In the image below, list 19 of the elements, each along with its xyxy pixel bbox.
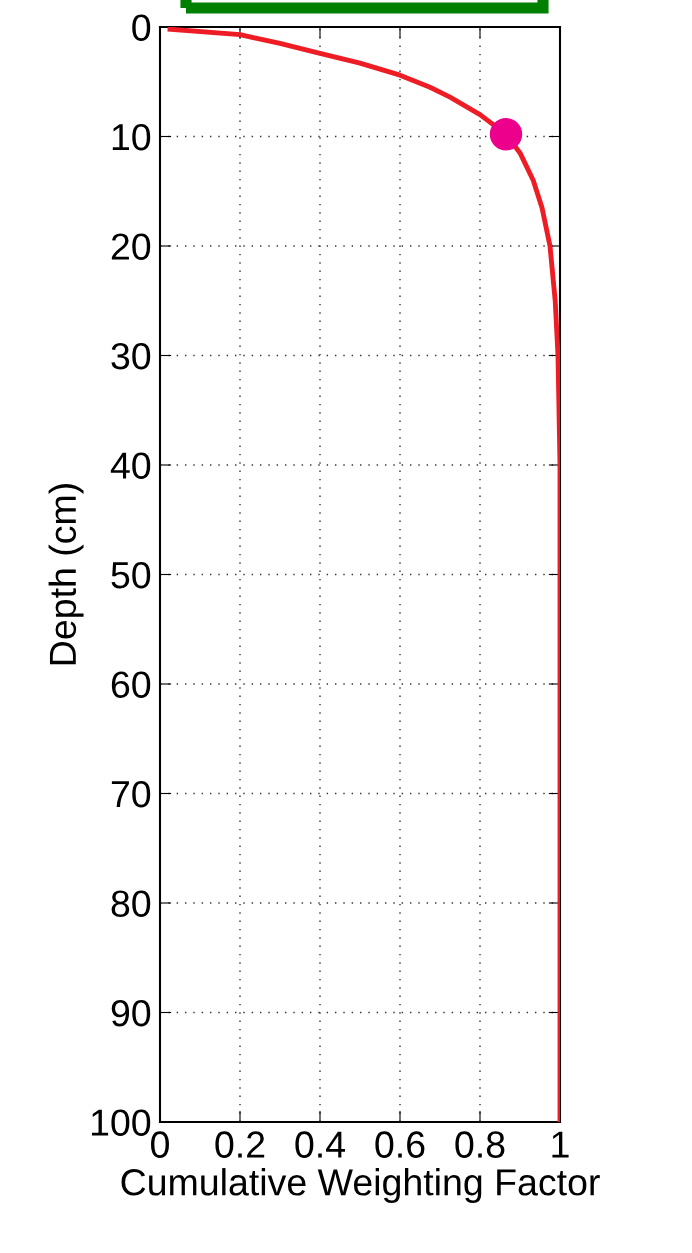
x-tick-label: 0.6 — [375, 1131, 425, 1158]
y-tick-label: 0 — [132, 14, 151, 41]
y-tick-label: 20 — [111, 233, 151, 260]
y-tick-label: 10 — [112, 123, 151, 151]
x-tick-label: 0 — [151, 1131, 169, 1158]
y-tick-label: 90 — [111, 999, 151, 1027]
x-tick-label: 0.4 — [295, 1131, 345, 1158]
x-tick-label: 1 — [552, 1131, 569, 1158]
y-axis-title: Depth (cm) — [48, 484, 84, 665]
y-tick-label: 60 — [111, 671, 151, 698]
x-tick-label: 0.2 — [215, 1131, 265, 1158]
x-tick-label: 0.8 — [455, 1131, 505, 1158]
y-tick-label: 80 — [111, 890, 151, 917]
y-tick-label: 50 — [111, 561, 151, 589]
y-tick-label: 70 — [111, 780, 151, 808]
x-axis-title: Cumulative Weighting Factor — [121, 1168, 600, 1204]
y-tick-label: 30 — [111, 342, 151, 370]
y-tick-label: 100 — [91, 1109, 151, 1136]
y-tick-label: 40 — [110, 452, 151, 479]
